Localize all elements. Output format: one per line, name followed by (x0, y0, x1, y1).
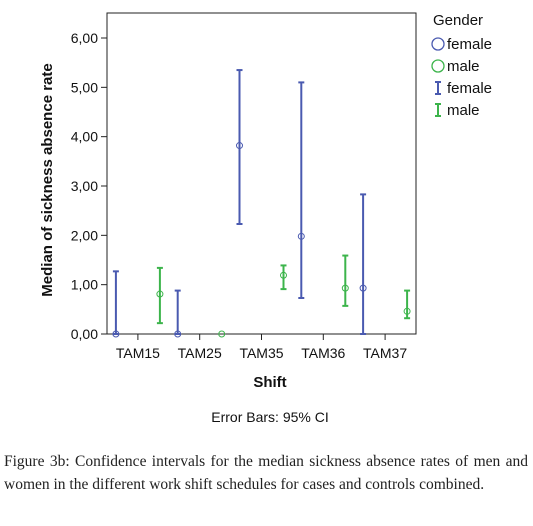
legend-marker-male (431, 59, 445, 73)
y-tick-label: 4,00 (71, 129, 98, 145)
legend-marker-female (431, 37, 445, 51)
axes: 0,00 1,00 2,00 3,00 4,00 5,00 6,00 TAM15 TAM25 TA… (71, 30, 408, 361)
legend: Gender female male female male (431, 12, 492, 119)
x-tick-label: TAM15 (116, 345, 160, 361)
x-axis-title: Shift (253, 374, 286, 391)
plot-area (106, 12, 417, 335)
y-tick-label: 3,00 (71, 178, 98, 194)
male-median-point (280, 271, 287, 279)
female-median-point (236, 142, 243, 150)
x-tick-label: TAM37 (363, 345, 407, 361)
legend-title: Gender (433, 12, 483, 29)
x-tick-label: TAM35 (239, 345, 283, 361)
y-tick-label: 5,00 (71, 79, 98, 95)
y-axis-title: Median of sickness absence rate (39, 63, 56, 296)
legend-label-female: female (447, 80, 492, 97)
y-tick-label: 6,00 (71, 30, 98, 46)
figure-label: Figure 3b: (4, 453, 70, 470)
data-marks (112, 69, 411, 338)
female-median-point (297, 232, 305, 240)
female-median-point (112, 330, 120, 338)
figure-caption: Figure 3b: Confidence intervals for the … (4, 450, 528, 496)
male-median-point (156, 290, 164, 298)
legend-label-male: male (447, 102, 480, 119)
female-median-point (174, 330, 182, 338)
female-median-point (359, 284, 367, 292)
y-tick-label: 1,00 (71, 277, 98, 293)
y-tick-label: 2,00 (71, 227, 98, 243)
male-median-point (341, 284, 349, 292)
error-bar-note: Error Bars: 95% CI (211, 409, 328, 425)
y-tick-label: 0,00 (71, 326, 98, 342)
caption-text: Confidence intervals for the median sick… (4, 453, 528, 493)
male-median-point (403, 307, 411, 315)
x-tick-label: TAM36 (301, 345, 345, 361)
error-bar-chart: 0,00 1,00 2,00 3,00 4,00 5,00 6,00 TAM15 TAM25 TA… (39, 12, 492, 425)
male-median-point (218, 330, 226, 338)
legend-label-female: female (447, 36, 492, 53)
plot-frame (106, 12, 417, 335)
x-tick-label: TAM25 (178, 345, 222, 361)
legend-label-male: male (447, 58, 480, 75)
